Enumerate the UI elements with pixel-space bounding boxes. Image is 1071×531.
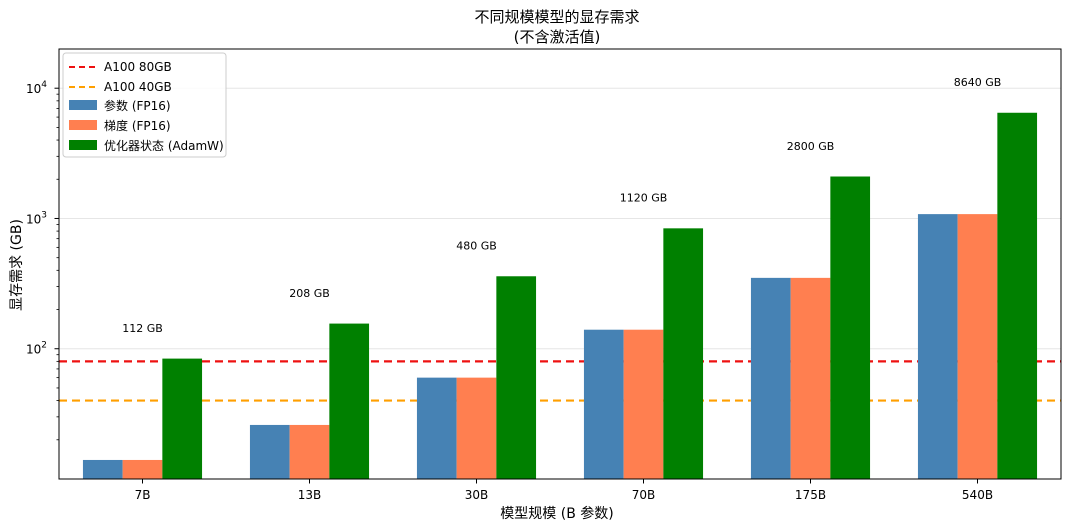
bar-175B-series-2 — [830, 176, 871, 479]
legend-label-a100-80gb: A100 80GB — [104, 60, 172, 74]
total-label: 480 GB — [456, 240, 497, 253]
bar-7B-series-0 — [82, 459, 123, 479]
bar-13B-series-2 — [329, 323, 370, 479]
bar-540B-series-2 — [997, 112, 1038, 479]
bar-13B-series-1 — [289, 424, 330, 479]
legend-label-gradients: 梯度 (FP16) — [104, 118, 171, 133]
x-tick-label: 7B — [135, 488, 151, 502]
bar-175B-series-0 — [750, 277, 791, 479]
bar-175B-series-1 — [790, 277, 831, 479]
bar-540B-series-1 — [957, 214, 998, 479]
x-axis: 7B 13B 30B 70B 175B 540B — [135, 479, 993, 502]
total-label: 112 GB — [122, 322, 163, 335]
legend-box — [62, 52, 227, 158]
bars — [82, 112, 1038, 479]
x-axis-label: 模型规模 (B 参数) — [500, 505, 613, 522]
bar-30B-series-1 — [456, 377, 497, 479]
legend-label-optimizer: 优化器状态 (AdamW) — [104, 139, 224, 153]
chart-title-line2: (不含激活值) — [514, 28, 601, 46]
y-axis-label: 显存需求 (GB) — [9, 219, 25, 311]
x-tick-label: 540B — [962, 488, 993, 502]
bar-7B-series-1 — [122, 459, 163, 479]
legend: A100 80GB A100 40GB 参数 (FP16) 梯度 (FP16) … — [62, 52, 227, 158]
x-tick-label: 70B — [632, 488, 656, 502]
legend-swatch-optimizer — [69, 140, 97, 150]
y-axis: 102 103 104 — [26, 80, 59, 441]
bar-30B-series-0 — [416, 377, 457, 479]
bar-70B-series-0 — [583, 329, 624, 479]
y-tick-label: 102 — [26, 341, 47, 357]
bar-30B-series-2 — [496, 276, 537, 479]
bar-13B-series-0 — [249, 424, 290, 479]
chart-title-line1: 不同规模模型的显存需求 — [474, 8, 639, 26]
plot-frame — [58, 48, 1062, 480]
bar-70B-series-1 — [623, 329, 664, 479]
legend-swatch-gradients — [69, 120, 97, 130]
x-tick-label: 30B — [465, 488, 489, 502]
total-label: 2800 GB — [787, 140, 835, 153]
bar-7B-series-2 — [162, 358, 203, 479]
bar-70B-series-2 — [663, 228, 704, 479]
total-labels: 112 GB 208 GB 480 GB 1120 GB 2800 GB 8640 GB — [122, 76, 1001, 335]
x-tick-label: 175B — [795, 488, 826, 502]
legend-swatch-params — [69, 100, 97, 110]
total-label: 8640 GB — [954, 76, 1002, 89]
legend-label-a100-40gb: A100 40GB — [104, 80, 172, 94]
total-label: 208 GB — [289, 287, 330, 300]
y-tick-label: 103 — [26, 210, 47, 226]
x-tick-label: 13B — [298, 488, 322, 502]
y-tick-label: 104 — [26, 80, 47, 96]
legend-label-params: 参数 (FP16) — [104, 98, 171, 113]
bar-540B-series-0 — [917, 214, 958, 479]
total-label: 1120 GB — [620, 192, 668, 205]
reference-lines — [59, 360, 1061, 402]
